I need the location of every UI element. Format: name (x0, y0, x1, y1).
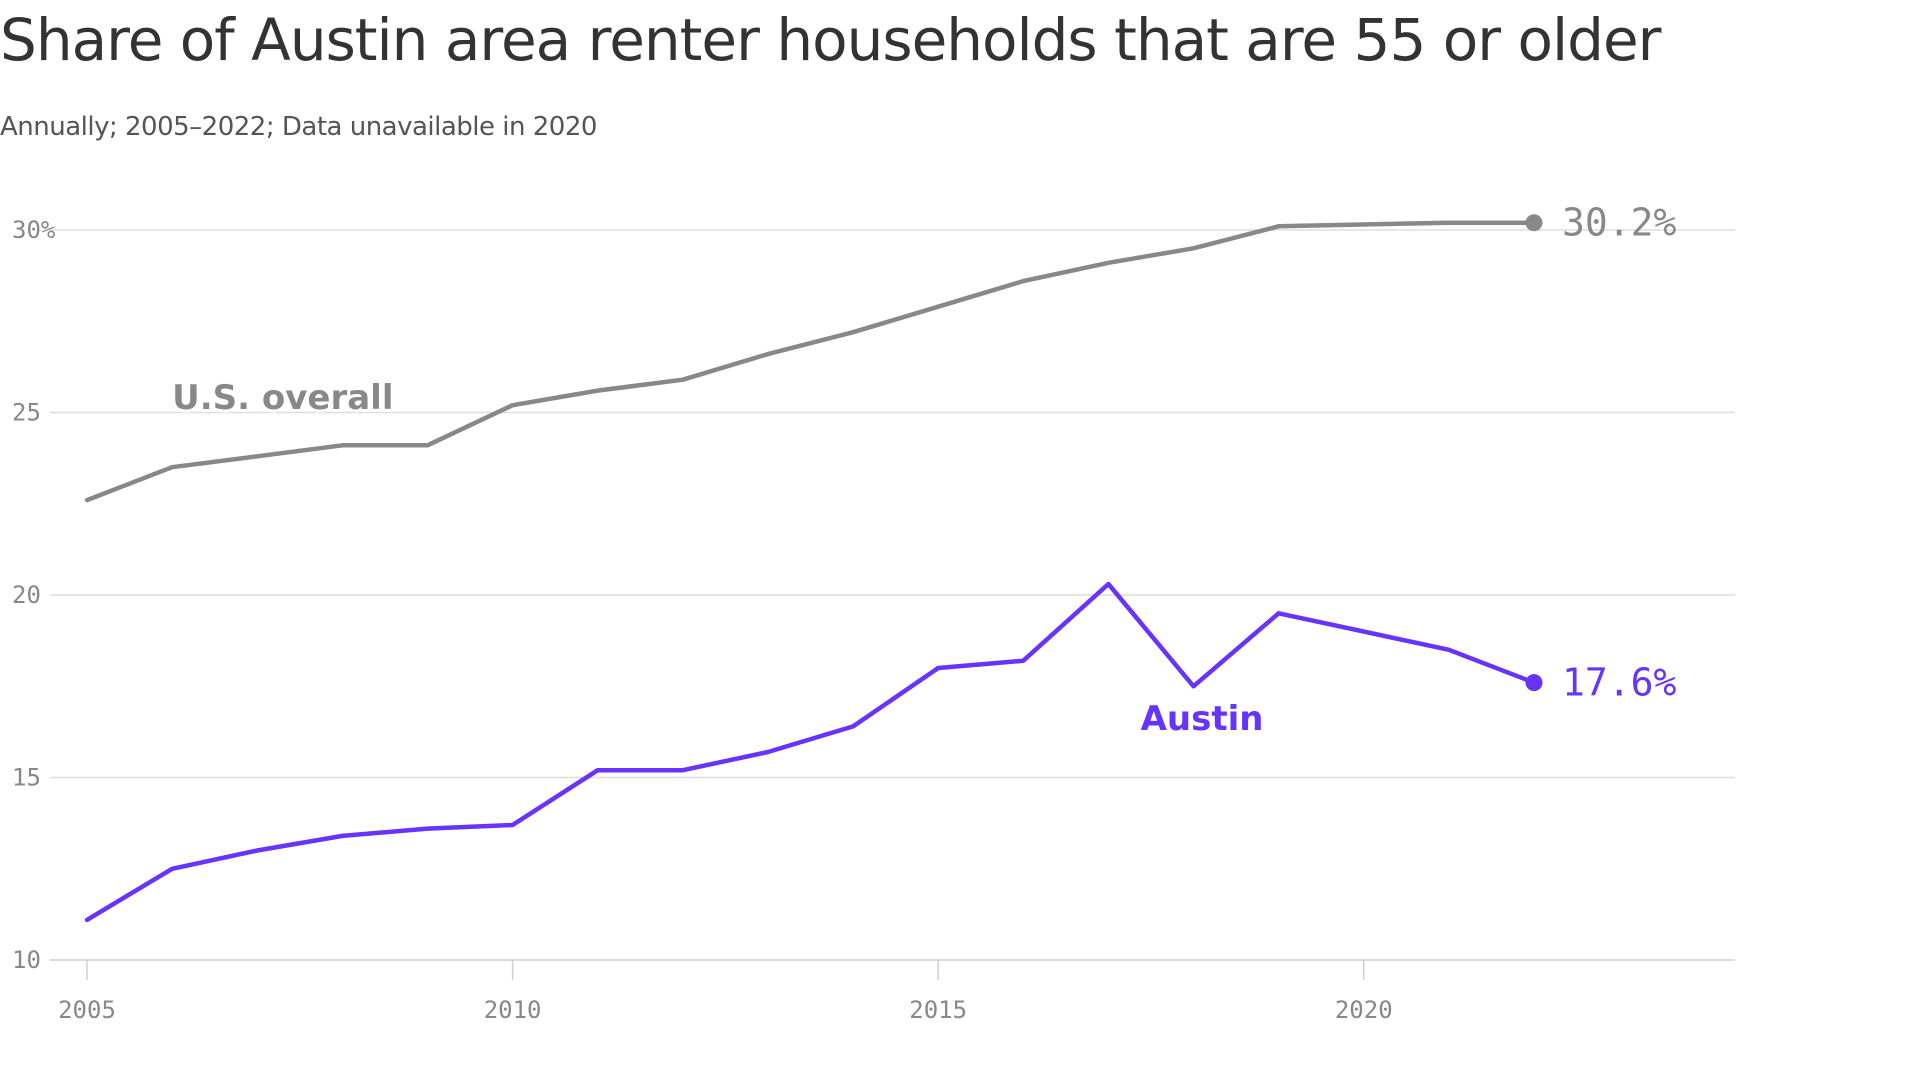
series-labels: 30.2% 17.6% U.S. overall Austin (169, 201, 1677, 739)
series-name-us-overall: U.S. overall (172, 378, 393, 418)
gridlines (50, 229, 1735, 961)
y-tick-label-30: 30% (12, 216, 56, 244)
x-tick-label-2020: 2020 (1335, 996, 1393, 1024)
axes: 10 15 20 25 30% 2005 2010 2015 2020 (12, 216, 1393, 1024)
chart-subtitle: Annually; 2005–2022; Data unavailable in… (0, 112, 597, 142)
y-tick-label-10: 10 (12, 946, 41, 974)
series-line-austin (84, 581, 1537, 923)
y-tick-label-25: 25 (12, 399, 41, 427)
series-lines (84, 214, 1543, 923)
end-label-austin: 17.6% (1562, 661, 1677, 705)
end-point-us-overall (1525, 214, 1543, 232)
series-name-austin: Austin (1141, 699, 1264, 739)
end-point-austin (1525, 674, 1543, 692)
x-tick-label-2010: 2010 (484, 996, 542, 1024)
y-tick-label-15: 15 (12, 764, 41, 792)
end-label-us-overall: 30.2% (1562, 201, 1677, 245)
x-tick-label-2005: 2005 (58, 996, 116, 1024)
x-tick-label-2015: 2015 (909, 996, 967, 1024)
chart-title: Share of Austin area renter households t… (0, 6, 1661, 74)
y-tick-label-20: 20 (12, 581, 41, 609)
series-line-us-overall (84, 220, 1537, 503)
